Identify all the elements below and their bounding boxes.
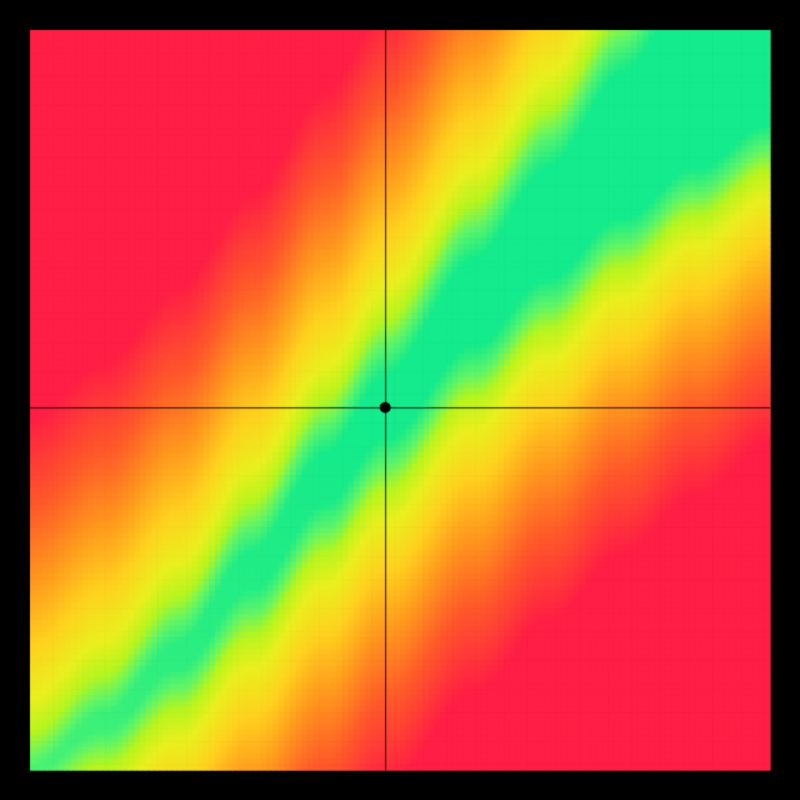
- bottleneck-heatmap: [0, 0, 800, 800]
